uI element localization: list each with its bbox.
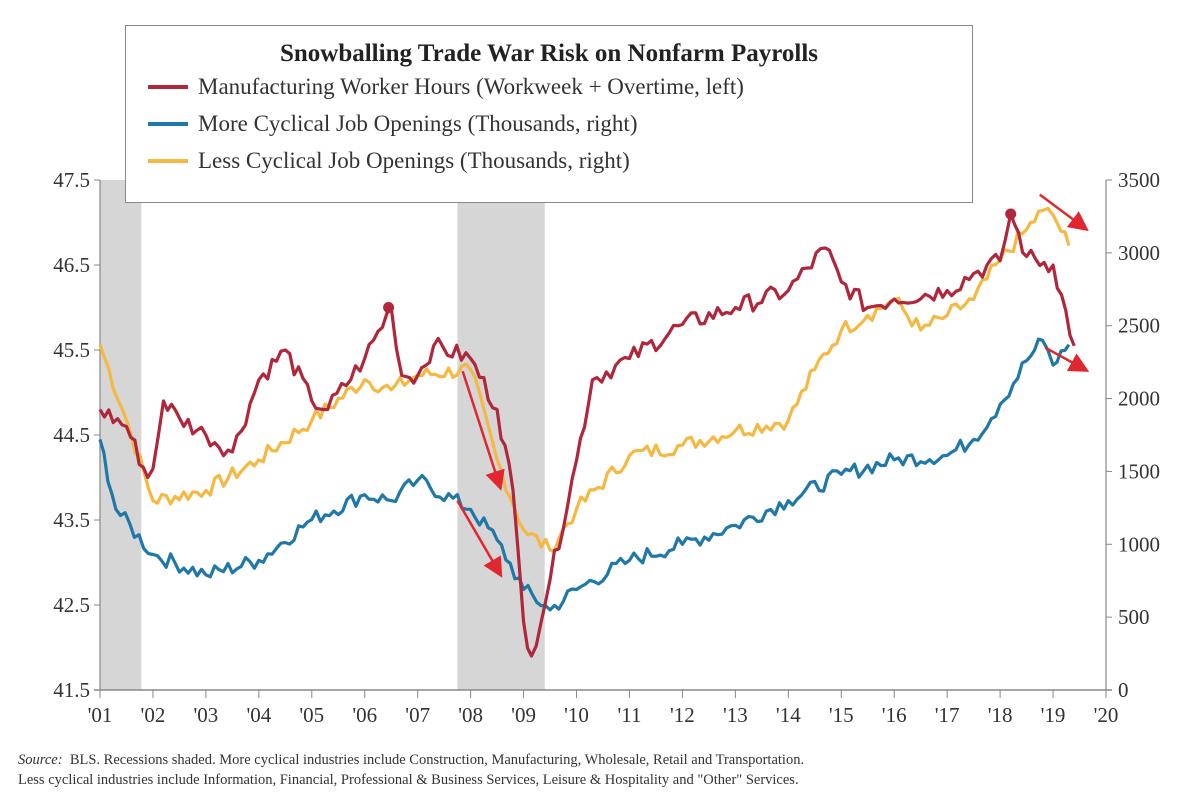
y-left-tick-label: 41.5	[53, 678, 90, 702]
y-right-tick-label: 1500	[1118, 459, 1160, 483]
x-tick-label: '01	[88, 703, 113, 727]
y-left-tick-label: 45.5	[53, 338, 90, 362]
x-tick-label: '18	[988, 703, 1013, 727]
x-tick-label: '06	[352, 703, 377, 727]
peak-marker	[1005, 208, 1017, 220]
y-right-tick-label: 0	[1118, 678, 1129, 702]
legend-swatch-yellow	[148, 158, 188, 163]
x-tick-label: '11	[617, 703, 641, 727]
y-left-tick-label: 42.5	[53, 593, 90, 617]
x-tick-label: '14	[776, 703, 801, 727]
y-right-tick-label: 2500	[1118, 314, 1160, 338]
x-tick-label: '19	[1041, 703, 1066, 727]
x-tick-label: '10	[564, 703, 589, 727]
legend-label: More Cyclical Job Openings (Thousands, r…	[198, 111, 638, 136]
annotation-arrow	[1039, 193, 1089, 232]
x-tick-label: '08	[458, 703, 483, 727]
y-left-tick-label: 44.5	[53, 423, 90, 447]
chart-title: Snowballing Trade War Risk on Nonfarm Pa…	[279, 40, 819, 67]
x-tick-label: '17	[935, 703, 960, 727]
x-tick-label: '04	[246, 703, 271, 727]
peak-marker	[383, 302, 395, 313]
y-left-tick-label: 43.5	[53, 508, 90, 532]
footnote-line-1: BLS. Recessions shaded. More cyclical in…	[69, 752, 805, 768]
x-tick-label: '13	[723, 703, 748, 727]
legend-label: Manufacturing Worker Hours (Workweek + O…	[198, 74, 744, 99]
legend-swatch-blue	[148, 121, 188, 126]
y-right-tick-label: 3500	[1118, 168, 1160, 192]
series-line-0	[98, 212, 1076, 658]
y-right-tick-label: 2000	[1118, 387, 1160, 411]
footnote: Source: BLS. Recessions shaded. More cyc…	[18, 750, 804, 790]
legend-item-manufacturing-hours: Manufacturing Worker Hours (Workweek + O…	[126, 68, 972, 105]
legend-swatch-red	[148, 84, 188, 89]
x-tick-label: '16	[882, 703, 907, 727]
y-right-tick-label: 500	[1118, 605, 1150, 629]
x-tick-label: '05	[299, 703, 324, 727]
y-right-tick-label: 1000	[1118, 532, 1160, 556]
footnote-source-label: Source:	[18, 752, 63, 768]
legend-item-less-cyclical: Less Cyclical Job Openings (Thousands, r…	[126, 142, 972, 179]
x-tick-label: '09	[511, 703, 536, 727]
legend-item-more-cyclical: More Cyclical Job Openings (Thousands, r…	[126, 105, 972, 142]
x-tick-label: '20	[1094, 703, 1119, 727]
x-tick-label: '02	[141, 703, 166, 727]
x-tick-label: '12	[670, 703, 695, 727]
x-tick-label: '03	[193, 703, 218, 727]
footnote-line-2: Less cyclical industries include Informa…	[18, 772, 799, 788]
series-line-2	[98, 206, 1071, 553]
recession-shading	[100, 180, 142, 690]
x-tick-label: '07	[405, 703, 430, 727]
y-left-tick-label: 46.5	[53, 253, 90, 277]
y-right-tick-label: 3000	[1118, 241, 1160, 265]
legend: Snowballing Trade War Risk on Nonfarm Pa…	[125, 25, 973, 203]
series-line-1	[98, 337, 1071, 612]
legend-label: Less Cyclical Job Openings (Thousands, r…	[198, 148, 630, 173]
x-tick-label: '15	[829, 703, 854, 727]
annotation-arrow	[461, 370, 505, 491]
annotation-arrow	[456, 499, 503, 578]
annotation-arrow	[1044, 346, 1090, 372]
y-left-tick-label: 47.5	[53, 168, 90, 192]
